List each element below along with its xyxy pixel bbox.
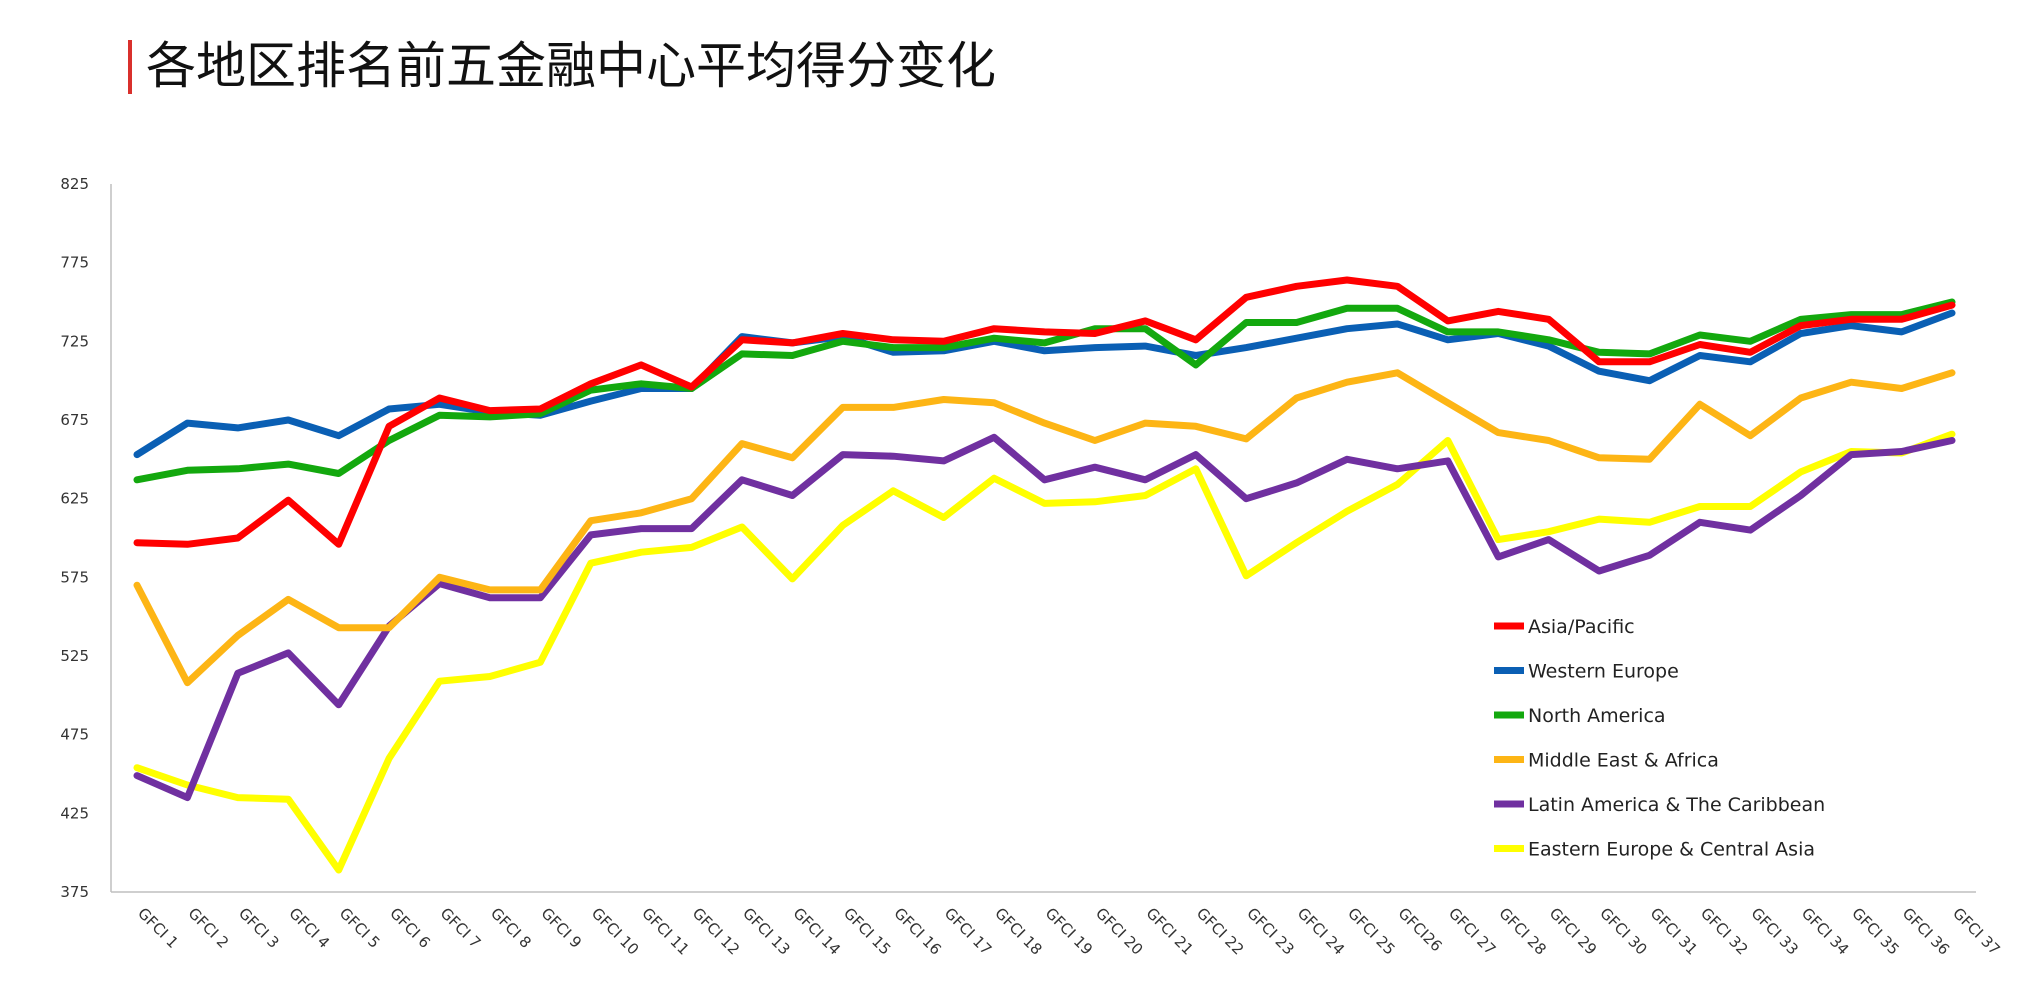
x-tick-label: GFCI 15 (840, 904, 894, 958)
legend-label: Western Europe (1528, 661, 1679, 683)
series-line (133, 309, 1956, 459)
x-tick-label: GFCI 30 (1596, 904, 1650, 958)
y-tick-label: 375 (60, 883, 89, 901)
y-tick-label: 675 (60, 411, 89, 429)
legend-label: Middle East & Africa (1528, 750, 1719, 772)
x-tick-label: GFCI 2 (185, 904, 233, 952)
x-tick-label: GFCI 14 (790, 904, 844, 958)
x-tick-label: GFCI 9 (538, 904, 586, 952)
x-tick-label: GFCI 8 (487, 904, 535, 952)
title-accent-bar (128, 40, 132, 94)
x-tick-label: GFCI 16 (890, 904, 944, 958)
y-tick-label: 425 (60, 804, 89, 822)
x-tick-label: GFCI 36 (1899, 904, 1953, 958)
x-tick-label: GFCI 35 (1848, 904, 1902, 958)
x-tick-label: GFCI 25 (1344, 904, 1398, 958)
legend-label: Eastern Europe & Central Asia (1528, 839, 1815, 861)
series-line (133, 298, 1956, 484)
x-tick-label: GFCI 18 (991, 904, 1045, 958)
x-tick-label: GFCI 27 (1445, 904, 1499, 958)
y-tick-label: 575 (60, 568, 89, 586)
legend-label: Latin America & The Caribbean (1528, 794, 1825, 816)
y-tick-label: 775 (60, 254, 89, 272)
series-line (133, 430, 1956, 874)
x-tick-label: GFCI 23 (1243, 904, 1297, 958)
x-tick-label: GFCI 1 (134, 904, 182, 952)
y-tick-label: 525 (60, 647, 89, 665)
x-tick-label: GFCI 5 (336, 904, 384, 952)
x-tick-label: GFCI 11 (638, 904, 692, 958)
x-tick-label: GFCI 17 (941, 904, 995, 958)
legend-label: North America (1528, 705, 1666, 727)
series-line (133, 369, 1956, 687)
x-tick-label: GFCI 10 (588, 904, 642, 958)
y-tick-label: 825 (60, 175, 89, 193)
x-tick-label: GFCI 28 (1495, 904, 1549, 958)
x-tick-label: GFCI26 (1395, 904, 1446, 955)
x-tick-label: GFCI 20 (1092, 904, 1146, 958)
x-tick-label: GFCI 24 (1294, 904, 1348, 958)
x-tick-label: GFCI 37 (1949, 904, 2003, 958)
x-tick-label: GFCI 34 (1798, 904, 1852, 958)
x-tick-label: GFCI 33 (1748, 904, 1802, 958)
legend-label: Asia/Pacific (1528, 616, 1635, 638)
x-tick-label: GFCI 22 (1193, 904, 1247, 958)
x-tick-label: GFCI 3 (235, 904, 283, 952)
series-line (133, 433, 1956, 802)
y-tick-label: 625 (60, 490, 89, 508)
x-tick-label: GFCI 32 (1697, 904, 1751, 958)
x-tick-label: GFCI 31 (1647, 904, 1701, 958)
page-title: 各地区排名前五金融中心平均得分变化 (146, 37, 996, 95)
x-tick-label: GFCI 29 (1546, 904, 1600, 958)
x-tick-label: GFCI 12 (689, 904, 743, 958)
x-tick-label: GFCI 4 (285, 904, 333, 952)
series-line (133, 276, 1956, 548)
y-tick-label: 725 (60, 332, 89, 350)
x-tick-label: GFCI 21 (1143, 904, 1197, 958)
x-tick-label: GFCI 6 (386, 904, 434, 952)
x-tick-label: GFCI 13 (739, 904, 793, 958)
y-tick-label: 475 (60, 726, 89, 744)
x-tick-label: GFCI 7 (437, 904, 485, 952)
x-tick-label: GFCI 19 (1042, 904, 1096, 958)
